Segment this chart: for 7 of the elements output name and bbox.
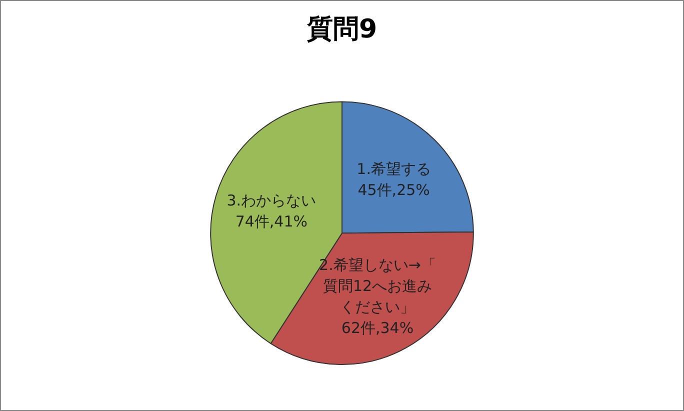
data-label: 62件,34% bbox=[341, 318, 414, 337]
slice-label: 1.希望する bbox=[356, 160, 431, 178]
data-label: 74件,41% bbox=[235, 212, 308, 231]
data-label: 45件,25% bbox=[358, 181, 430, 200]
slice-label: 3.わからない bbox=[226, 192, 316, 210]
slice-label: 2.希望しない→「質問12へお進みください」 bbox=[319, 256, 436, 316]
chart-title: 質問9 bbox=[306, 14, 378, 44]
